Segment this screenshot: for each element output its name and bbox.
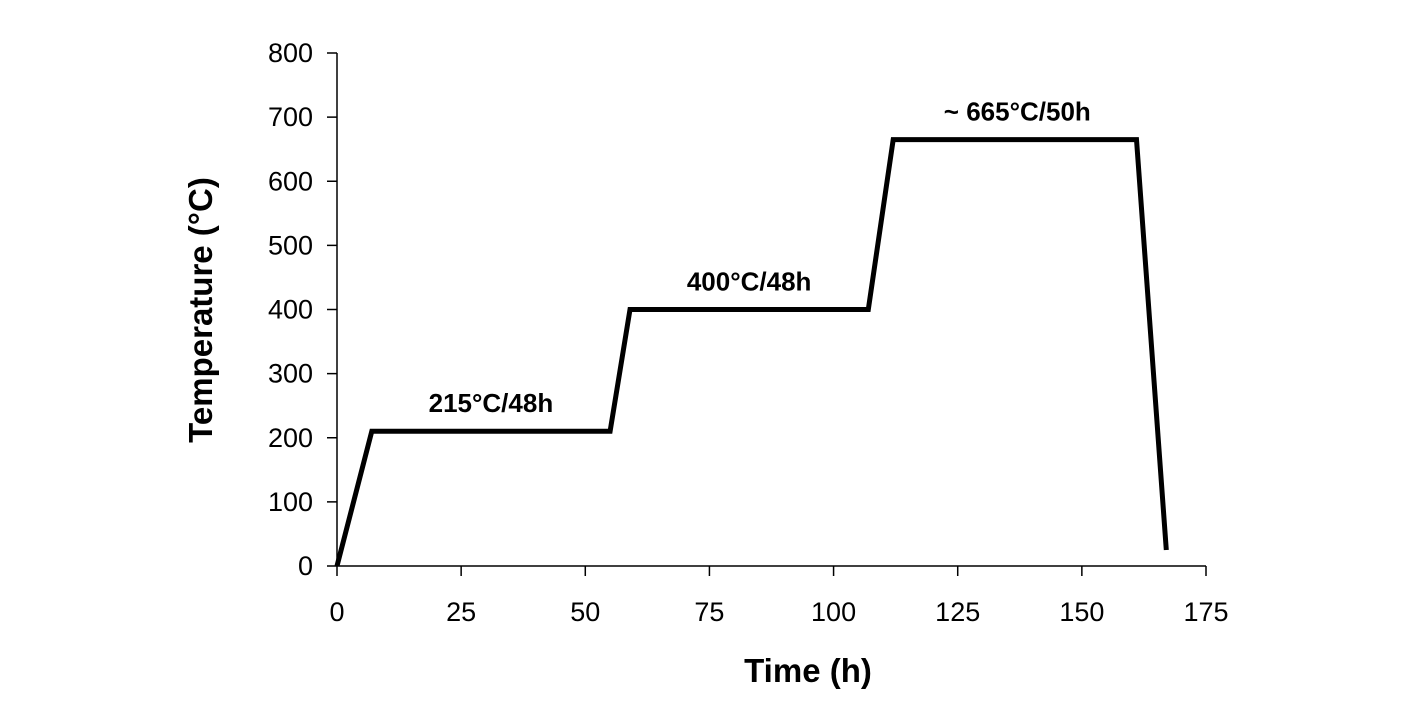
x-axis-title: Time (h) xyxy=(744,652,872,689)
y-tick-label: 600 xyxy=(268,166,313,196)
annotations: 215°C/48h 400°C/48h ~ 665°C/50h xyxy=(429,96,1091,418)
y-tick-label: 0 xyxy=(298,551,313,581)
x-tick-label: 125 xyxy=(935,597,980,627)
annotation-label: ~ 665°C/50h xyxy=(944,96,1091,126)
x-tick-label: 150 xyxy=(1059,597,1104,627)
annotation-label: 215°C/48h xyxy=(429,388,554,418)
series-line xyxy=(334,137,1169,567)
x-axis: 0 25 50 75 100 125 150 175 xyxy=(329,565,1229,627)
annotation-label: 400°C/48h xyxy=(687,266,812,296)
y-tick-label: 500 xyxy=(268,230,313,260)
x-tick-label: 100 xyxy=(811,597,856,627)
x-tick-label: 25 xyxy=(446,597,476,627)
y-axis: 0 100 200 300 400 500 600 700 800 xyxy=(268,38,338,581)
y-tick-label: 200 xyxy=(268,423,313,453)
y-tick-label: 100 xyxy=(268,487,313,517)
y-axis-title: Temperature (°C) xyxy=(182,177,219,443)
x-tick-label: 75 xyxy=(694,597,724,627)
x-tick-label: 0 xyxy=(329,597,344,627)
x-tick-label: 50 xyxy=(570,597,600,627)
series-group xyxy=(334,137,1169,567)
y-tick-label: 800 xyxy=(268,38,313,68)
y-tick-label: 400 xyxy=(268,295,313,325)
y-tick-label: 300 xyxy=(268,359,313,389)
y-tick-label: 700 xyxy=(268,102,313,132)
x-tick-label: 175 xyxy=(1183,597,1228,627)
